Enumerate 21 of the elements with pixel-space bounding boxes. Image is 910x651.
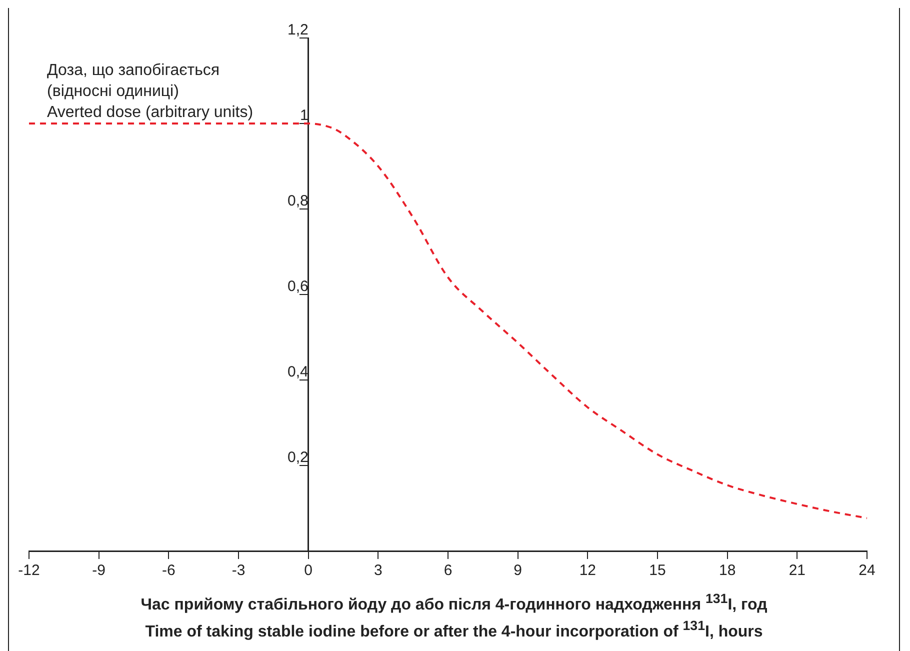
x-tick-label: 9 bbox=[514, 562, 522, 580]
x-tick-label: 12 bbox=[579, 562, 596, 580]
x-tick-label: 6 bbox=[444, 562, 452, 580]
y-tick-label: 1 bbox=[300, 107, 308, 124]
y-axis-title: Доза, що запобігається (відносні одиниці) Averted dose (arbitrary units) bbox=[47, 61, 254, 123]
x-tick-label: 0 bbox=[304, 562, 313, 580]
x-tick-label: 18 bbox=[718, 562, 736, 580]
y-tick-label: 0,6 bbox=[287, 278, 308, 296]
x-tick-label: 15 bbox=[649, 562, 666, 580]
text: Час прийому стабільного йоду до або після 4-годинного надходження $^{131}$I, год Time of taking stable iodine before or after the 4-hour incorporation of $^{131}$I, hours bbox=[140, 591, 768, 641]
y-tick-label: 0,8 bbox=[287, 192, 308, 210]
x-tick-label: 24 bbox=[858, 562, 876, 580]
y-tick-label: 0,2 bbox=[287, 449, 308, 466]
x-tick-label: -12 bbox=[18, 562, 40, 580]
y-tick-label: 1,2 bbox=[287, 22, 308, 39]
x-tick-label: 21 bbox=[788, 562, 806, 580]
x-tick-label: -3 bbox=[232, 562, 246, 580]
y-tick-label: 0,4 bbox=[287, 364, 308, 381]
x-tick-label: 3 bbox=[374, 562, 382, 580]
x-tick-label: -9 bbox=[92, 562, 106, 580]
x-tick-label: -6 bbox=[162, 562, 176, 580]
